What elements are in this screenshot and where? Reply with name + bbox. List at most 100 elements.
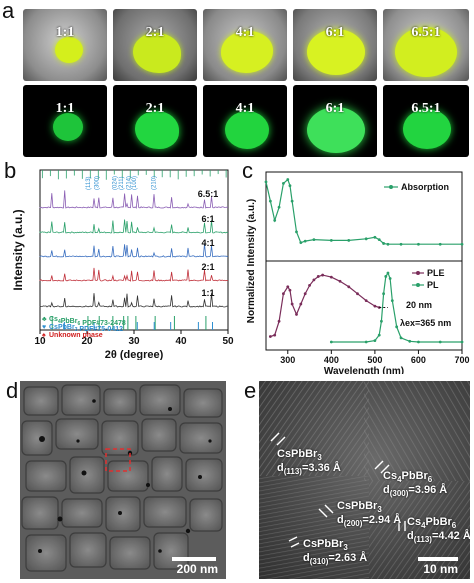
spectrum-point xyxy=(460,242,464,246)
spectra-chart: Absorption PLE PL 20 nm λex=365 nm 300 400 500 6… xyxy=(246,171,470,374)
spectrum-point xyxy=(388,277,392,280)
spectrum-point xyxy=(273,218,277,222)
legend-subscript: 3 xyxy=(75,327,78,333)
legend-marker xyxy=(416,271,420,275)
photo-bottom-3: 4:1 xyxy=(203,85,287,157)
series-label: 6.5:1 xyxy=(198,189,219,199)
spectrum-point xyxy=(308,284,311,287)
spectrum-point xyxy=(277,205,281,209)
legend-marker: ♥ xyxy=(42,324,46,331)
spectrum-point xyxy=(299,302,303,306)
xrd-pattern-line xyxy=(39,267,229,282)
photo-top-1: 1:1 xyxy=(23,9,107,81)
spectrum-point xyxy=(356,292,359,296)
spectrum-point xyxy=(288,184,292,188)
photo-bottom-1: 1:1 xyxy=(23,85,107,157)
glow-spot xyxy=(307,107,365,153)
lattice-label-4: CsPbBr3 d(310)=2.63 Å xyxy=(303,538,368,566)
spectrum-point xyxy=(290,199,294,203)
ratio-label: 6.5:1 xyxy=(411,25,441,40)
spectrum-point xyxy=(364,340,368,344)
spectrum-point xyxy=(329,340,333,344)
glow-spot xyxy=(395,27,457,77)
annotation-fwhm: 20 nm xyxy=(406,300,432,310)
lattice-label-3: CsPbBr3 d(200)=2.94 Å xyxy=(337,500,402,528)
lattice-label-1: CsPbBr3 d(113)=3.36 Å xyxy=(277,448,341,476)
legend-entry: CsPbBr3 PDF#75-0412 xyxy=(49,324,123,333)
spectrum-point xyxy=(264,180,268,184)
ratio-label: 4:1 xyxy=(235,101,255,116)
spectrum-point xyxy=(312,278,316,282)
scale-bar-label: 10 nm xyxy=(423,562,458,576)
ratio-label: 1:1 xyxy=(55,101,75,116)
spectrum-point xyxy=(273,333,277,337)
legend-label: PL xyxy=(427,280,439,290)
scale-bar-label: 200 nm xyxy=(176,562,218,576)
legend-subscript: 4 xyxy=(58,319,61,325)
ratio-label: 6:1 xyxy=(325,25,345,40)
spectrum-point xyxy=(303,292,307,296)
spectrum-point xyxy=(288,288,292,292)
spectrum-point xyxy=(382,242,385,245)
miller-label: (300) xyxy=(94,176,100,190)
glow-spot xyxy=(53,113,83,141)
series-label: 2:1 xyxy=(201,262,214,272)
spectrum-point xyxy=(390,299,394,302)
x-tick-label: 300 xyxy=(280,355,295,365)
spectrum-point xyxy=(384,275,388,278)
legend-entry: Cs4PbBr6 PDF#73-2478 xyxy=(49,316,126,327)
panel-d-letter: d xyxy=(6,378,19,403)
spectrum-point xyxy=(303,239,307,243)
xrd-pattern-line xyxy=(39,293,228,308)
spectrum-point xyxy=(380,319,383,323)
panel-a-letter: a xyxy=(2,0,15,23)
spectrum-point xyxy=(295,313,298,316)
y-axis-label: Normalized Intensity (a.u.) xyxy=(246,199,257,323)
glow-spot xyxy=(135,111,179,149)
spectrum-point xyxy=(386,271,390,275)
spectrum-point xyxy=(395,325,399,329)
legend-text: CsPbBr xyxy=(49,324,75,331)
x-axis-label: Wavelength (nm) xyxy=(324,366,404,374)
glow-spot xyxy=(55,37,83,63)
photo-bottom-2: 2:1 xyxy=(113,85,197,157)
spectrum-point xyxy=(347,238,351,242)
spectrum-point xyxy=(382,292,385,296)
lattice-label-5: Cs4PbBr6 d(113)=4.42 Å xyxy=(407,516,470,544)
hrtem-lattice xyxy=(259,381,470,579)
spectrum-point xyxy=(299,241,303,245)
zoom-region-box xyxy=(105,448,131,472)
legend-marker: ♣ xyxy=(42,316,47,323)
spectrum-point xyxy=(321,273,325,277)
miller-label: (113) xyxy=(86,176,92,190)
miller-label: (100) xyxy=(132,176,138,190)
panel-b-letter: b xyxy=(4,158,17,183)
y-axis-label: Intensity (a.u.) xyxy=(11,209,25,290)
spectrum-point xyxy=(282,181,285,185)
xrd-pattern-line xyxy=(39,243,229,258)
spectrum-point xyxy=(277,319,281,323)
series-label: 1:1 xyxy=(201,288,214,298)
x-tick-label: 30 xyxy=(128,336,140,347)
x-tick-label: 50 xyxy=(222,336,234,347)
spectrum-point xyxy=(268,199,272,203)
spectrum-point xyxy=(373,235,377,239)
panel-c-letter: c xyxy=(242,158,253,183)
spectrum-point xyxy=(364,237,368,241)
tem-image: 200 nm xyxy=(20,381,226,579)
spectrum-point xyxy=(282,292,285,296)
legend-text: Unknown phase xyxy=(49,332,103,339)
spectrum-line xyxy=(270,274,380,338)
x-axis-label: 2θ (degree) xyxy=(105,349,164,360)
spectrum-point xyxy=(438,340,442,344)
ratio-label: 2:1 xyxy=(145,25,165,40)
tem-texture xyxy=(21,384,223,572)
x-tick-label: 40 xyxy=(175,336,187,347)
spectrum-point xyxy=(377,238,381,241)
spectrum-point xyxy=(312,238,316,241)
x-tick-label: 400 xyxy=(324,355,339,365)
ratio-label: 6.5:1 xyxy=(411,101,441,116)
spectrum-point xyxy=(399,336,403,340)
spectrum-point xyxy=(460,340,464,344)
spectrum-point xyxy=(373,339,377,343)
